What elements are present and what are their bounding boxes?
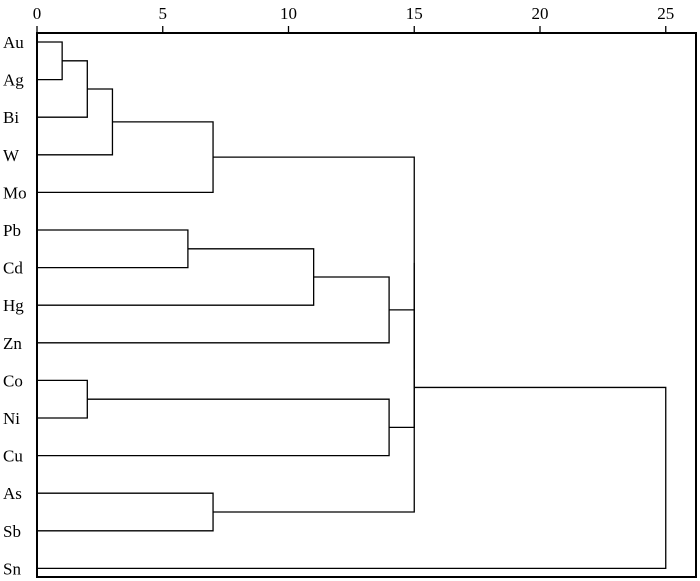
branch-merge-10	[37, 492, 214, 532]
x-tick-label-5: 5	[159, 4, 168, 23]
leaf-label-as: As	[3, 484, 22, 503]
branch-merge-1	[37, 41, 63, 81]
branch-merge-11	[389, 309, 415, 429]
leaf-label-sn: Sn	[3, 559, 21, 578]
leaf-label-bi: Bi	[3, 108, 19, 127]
branch-merge-3	[37, 88, 114, 156]
leaf-label-w: W	[3, 146, 20, 165]
x-tick-label-10: 10	[280, 4, 297, 23]
leaf-label-zn: Zn	[3, 334, 22, 353]
x-axis-ticks	[36, 26, 667, 33]
x-axis-tick-labels: 0 5 10 15 20 25	[33, 4, 675, 23]
branch-merge-4	[37, 121, 214, 194]
branch-merge-6	[37, 248, 315, 306]
leaf-label-sb: Sb	[3, 522, 21, 541]
dendrogram-branches	[37, 41, 667, 570]
leaf-label-hg: Hg	[3, 296, 24, 315]
branch-merge-5	[37, 229, 189, 269]
branch-merge-13	[213, 262, 415, 513]
branch-merge-8	[37, 379, 88, 419]
branch-merge-7	[37, 276, 390, 344]
leaf-label-ni: Ni	[3, 409, 20, 428]
leaf-labels: Au Ag Bi W Mo Pb Cd Hg Zn Co Ni Cu As Sb Sn	[3, 33, 27, 578]
x-tick-label-15: 15	[406, 4, 423, 23]
x-tick-label-0: 0	[33, 4, 42, 23]
leaf-label-pb: Pb	[3, 221, 21, 240]
leaf-label-ag: Ag	[3, 71, 24, 90]
branch-merge-9	[37, 398, 390, 457]
x-tick-label-25: 25	[657, 4, 674, 23]
leaf-label-co: Co	[3, 371, 23, 390]
x-tick-label-20: 20	[532, 4, 549, 23]
leaf-label-cu: Cu	[3, 447, 23, 466]
branch-merge-14	[37, 386, 667, 570]
leaf-label-cd: Cd	[3, 259, 23, 278]
leaf-label-mo: Mo	[3, 183, 27, 202]
leaf-label-au: Au	[3, 33, 24, 52]
